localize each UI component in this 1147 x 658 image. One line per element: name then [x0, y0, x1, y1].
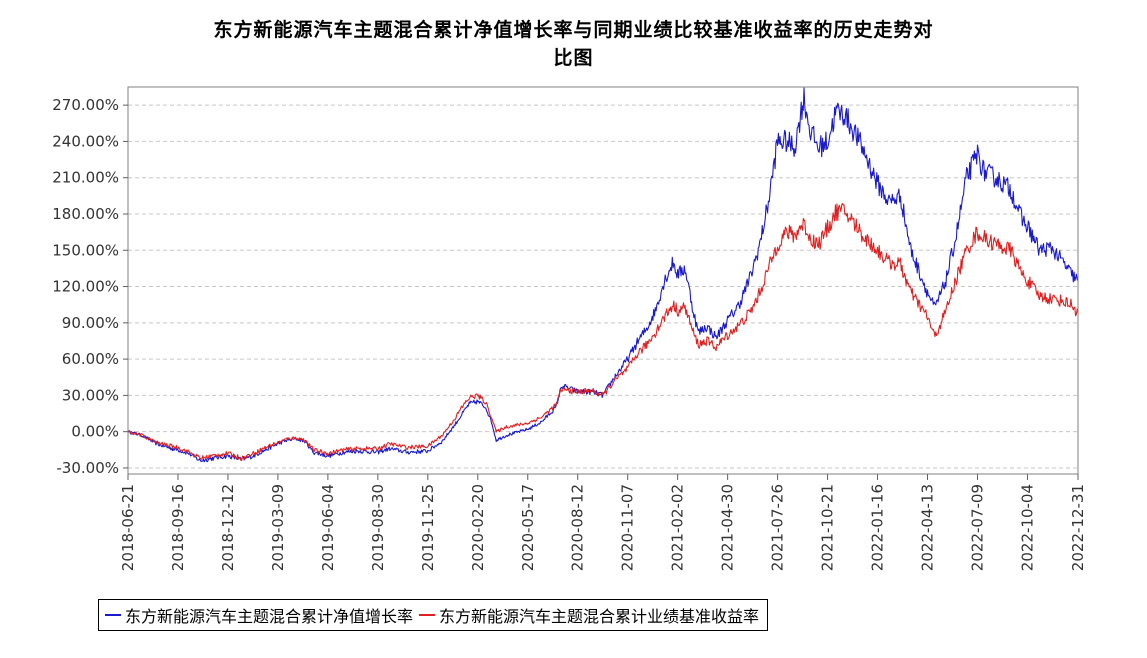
x-tick-label: 2019-08-30 — [369, 484, 387, 571]
legend-swatch-nav — [105, 614, 121, 616]
y-tick-label: 30.00% — [62, 386, 119, 404]
x-tick-label: 2021-10-21 — [819, 484, 837, 571]
x-tick-label: 2018-12-12 — [219, 484, 237, 571]
x-tick-label: 2020-08-12 — [569, 484, 587, 571]
x-tick-label: 2019-03-09 — [269, 484, 287, 571]
y-tick-label: 240.00% — [52, 132, 119, 150]
plot-frame — [127, 86, 1079, 475]
y-tick-label: 90.00% — [62, 314, 119, 332]
series-lines — [127, 87, 1079, 463]
y-tick-label: -30.00% — [56, 459, 119, 477]
x-tick-label: 2022-04-13 — [919, 484, 937, 571]
legend: 东方新能源汽车主题混合累计净值增长率 东方新能源汽车主题混合累计业绩基准收益率 — [98, 599, 769, 631]
x-tick-label: 2021-04-30 — [719, 484, 737, 571]
x-tick-label: 2018-09-16 — [169, 484, 187, 571]
series-line-benchmark — [127, 203, 1079, 461]
y-tick-label: 270.00% — [52, 96, 119, 114]
chart-title-line-1: 东方新能源汽车主题混合累计净值增长率与同期业绩比较基准收益率的历史走势对 — [213, 19, 934, 41]
x-tick-label: 2019-06-04 — [319, 484, 337, 571]
x-tick-label: 2020-02-20 — [469, 484, 487, 571]
chart-title-line-2: 比图 — [553, 47, 594, 69]
x-tick-label: 2020-11-07 — [619, 484, 637, 571]
x-tick-label: 2020-05-17 — [519, 484, 537, 571]
x-tick-label: 2022-12-31 — [1069, 484, 1087, 571]
x-tick-label: 2019-11-25 — [419, 484, 437, 571]
y-axis: -30.00% 0.00% 30.00% 60.00% 90.00% 120.00% 150… — [52, 96, 128, 477]
legend-item-nav: 东方新能源汽车主题混合累计净值增长率 — [105, 603, 413, 627]
y-tick-label: 0.00% — [71, 423, 119, 441]
x-axis: 2018-06-21 2018-09-16 2018-12-12 2019-03-09… — [119, 474, 1087, 571]
series-line-nav — [127, 87, 1079, 463]
y-tick-label: 60.00% — [62, 350, 119, 368]
y-tick-label: 120.00% — [52, 278, 119, 296]
legend-label-nav: 东方新能源汽车主题混合累计净值增长率 — [125, 607, 414, 626]
x-tick-label: 2018-06-21 — [119, 484, 137, 571]
x-tick-label: 2021-07-26 — [769, 484, 787, 571]
grid-lines — [128, 104, 1078, 469]
legend-swatch-benchmark — [419, 614, 436, 616]
x-tick-label: 2022-07-09 — [968, 484, 986, 571]
x-tick-label: 2021-02-02 — [669, 484, 687, 571]
y-tick-label: 180.00% — [52, 205, 119, 223]
x-tick-label: 2022-01-16 — [869, 484, 887, 571]
x-tick-label: 2022-10-04 — [1018, 484, 1036, 571]
chart-title: 东方新能源汽车主题混合累计净值增长率与同期业绩比较基准收益率的历史走势对 比图 — [0, 16, 1147, 72]
y-tick-label: 210.00% — [52, 169, 119, 187]
legend-label-benchmark: 东方新能源汽车主题混合累计业绩基准收益率 — [439, 607, 760, 626]
y-tick-label: 150.00% — [52, 241, 119, 259]
legend-item-benchmark: 东方新能源汽车主题混合累计业绩基准收益率 — [419, 603, 759, 627]
